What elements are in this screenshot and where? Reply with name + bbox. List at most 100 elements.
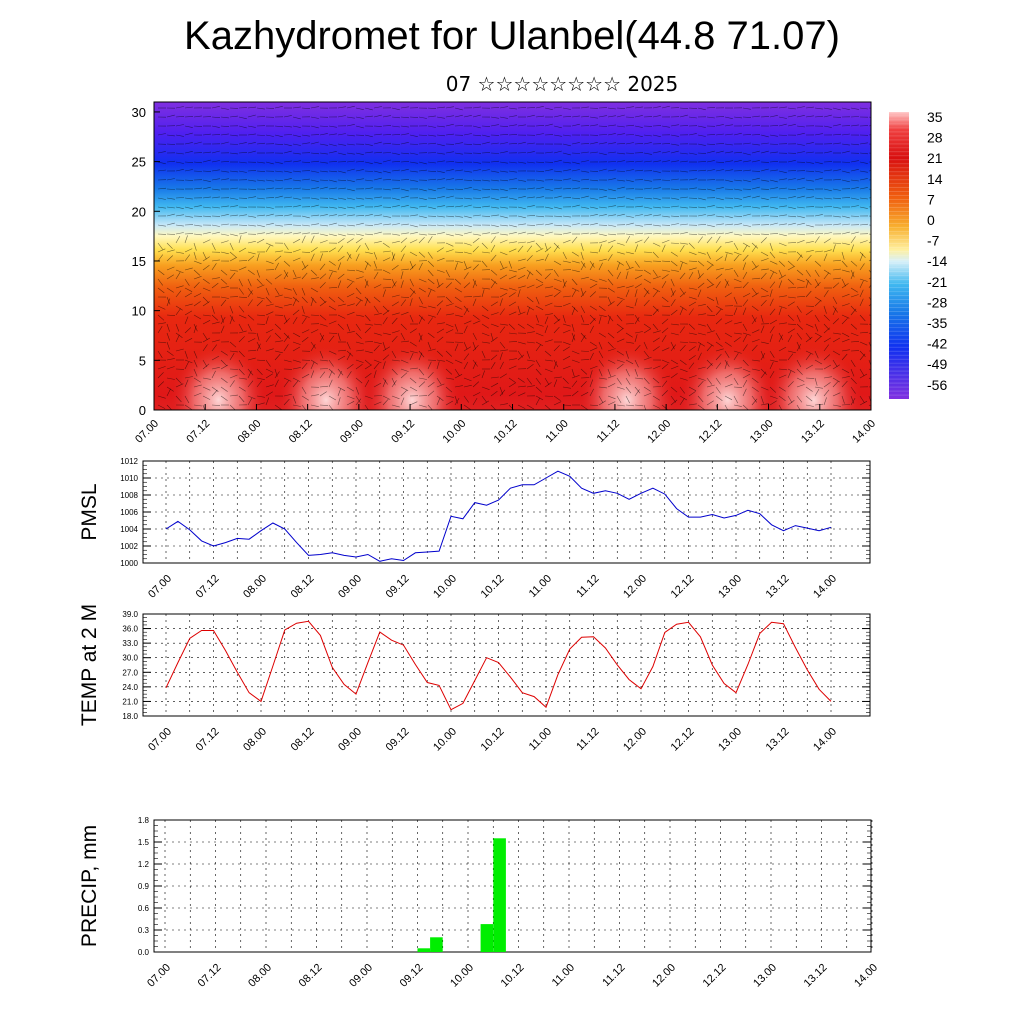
wind-barb [778, 332, 784, 341]
wind-barb [670, 287, 675, 296]
wind-barb [427, 107, 437, 109]
wind-barb [850, 287, 858, 293]
wind-barb [184, 404, 192, 410]
wind-barb [499, 341, 506, 349]
wind-barb [544, 242, 548, 251]
wind-barb [220, 116, 229, 119]
wind-barb [517, 305, 521, 314]
wind-barb [337, 355, 346, 361]
wind-barb [823, 232, 832, 235]
wind-barb [454, 251, 464, 253]
wind-barb [778, 197, 787, 200]
wind-barb [319, 143, 328, 146]
wind-barb [787, 160, 796, 163]
wind-barb [373, 296, 381, 303]
wind-barb [580, 232, 589, 235]
wind-barb [580, 314, 585, 323]
wind-barb [292, 232, 301, 235]
wind-barb [634, 269, 644, 271]
wind-barb [544, 286, 553, 289]
wind-barb [688, 332, 697, 335]
wind-barb [490, 224, 499, 227]
wind-barb [580, 223, 590, 226]
wind-barb [724, 133, 733, 136]
wind-barb [472, 295, 481, 298]
wind-barb [247, 278, 252, 287]
wind-barb [823, 188, 832, 192]
wind-barb [868, 395, 871, 404]
wind-barb [742, 299, 749, 307]
wind-barb [634, 232, 644, 235]
wind-barb [598, 305, 606, 311]
wind-barb [733, 223, 742, 226]
wind-barb [418, 404, 427, 408]
wind-barb [787, 233, 797, 235]
wind-barb [274, 250, 283, 253]
wind-barb [328, 151, 337, 154]
wind-barb [283, 170, 292, 173]
wind-barb [382, 250, 391, 253]
wind-barb [499, 179, 509, 182]
wind-barb [247, 241, 256, 244]
wind-barb [733, 215, 743, 217]
wind-barb [481, 305, 489, 312]
wind-barb [427, 305, 436, 309]
wind-barb [274, 350, 283, 354]
wind-barb [751, 395, 758, 403]
wind-barb [508, 260, 512, 269]
wind-barb [391, 377, 396, 386]
wind-barb [337, 115, 346, 118]
wind-barb [706, 188, 715, 191]
wind-barb [184, 316, 189, 325]
wind-barb [715, 232, 724, 235]
wind-barb [166, 242, 173, 249]
wind-barb [742, 206, 752, 208]
wind-barb [553, 278, 562, 282]
wind-barb [409, 251, 418, 257]
wind-barb [481, 314, 490, 319]
wind-barb [247, 338, 256, 343]
wind-barb [184, 142, 193, 145]
wind-barb [868, 303, 871, 307]
wind-barb [427, 404, 433, 410]
wind-barb [301, 215, 310, 219]
wind-barb [850, 197, 859, 200]
wind-barb [517, 223, 526, 226]
wind-barb [832, 223, 841, 226]
wind-barb [571, 161, 580, 165]
wind-barb [409, 161, 418, 164]
wind-barb [184, 278, 190, 286]
wind-barb [229, 233, 238, 237]
wind-barb [580, 106, 589, 109]
wind-barb [184, 116, 194, 118]
wind-barb [760, 150, 769, 154]
wind-barb [418, 287, 426, 293]
wind-barb [868, 143, 871, 145]
wind-barb [553, 215, 563, 218]
wind-barb [805, 353, 811, 361]
wind-barb [490, 376, 499, 379]
wind-barb [274, 215, 284, 217]
wind-barb [427, 287, 436, 292]
wind-barb [724, 359, 730, 367]
wind-barb [859, 197, 868, 200]
wind-barb [229, 197, 238, 200]
wind-barb [499, 326, 506, 334]
wind-barb [832, 332, 841, 335]
wind-barb [409, 179, 418, 182]
wind-barb [607, 161, 617, 163]
x-tick-label: 11.12 [595, 418, 622, 445]
wind-barb [301, 362, 308, 370]
wind-barb [382, 159, 391, 163]
plot-frame [153, 819, 872, 953]
wind-barb [571, 380, 578, 388]
wind-barb [256, 332, 260, 341]
wind-barb [292, 249, 301, 253]
wind-barb [715, 169, 724, 172]
wind-barb [346, 401, 355, 406]
wind-barb [472, 179, 482, 182]
wind-barb [346, 116, 355, 119]
wind-barb [814, 236, 820, 244]
wind-barb [409, 239, 418, 244]
